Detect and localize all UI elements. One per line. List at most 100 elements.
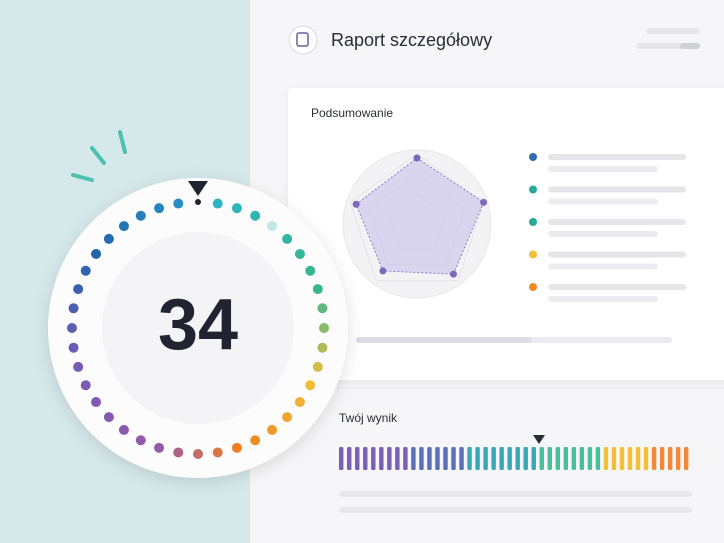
- dial-dot: [173, 447, 184, 458]
- legend-line: [548, 166, 658, 172]
- dial-dot: [135, 210, 146, 221]
- scale-bar: [403, 447, 408, 470]
- legend-line: [548, 251, 686, 258]
- scale-bar: [427, 447, 432, 470]
- scale-bar: [491, 447, 496, 470]
- accent-line: [118, 130, 127, 154]
- dial-dot: [91, 397, 102, 408]
- dial-marker: [188, 181, 208, 196]
- scale-bar: [443, 447, 448, 470]
- scale-bar: [419, 447, 424, 470]
- scale-bar: [435, 447, 440, 470]
- legend-line: [548, 231, 658, 237]
- radar-point: [413, 154, 421, 162]
- dial-dot: [231, 203, 242, 214]
- dial-dot: [80, 265, 91, 276]
- dial-dot: [305, 380, 316, 391]
- dial-dot: [231, 442, 242, 453]
- radar-area: [355, 157, 485, 275]
- scale-bar: [475, 447, 480, 470]
- dial-dots: [67, 198, 329, 459]
- legend-line: [548, 219, 686, 225]
- scale-bar: [507, 447, 512, 470]
- header-line: [680, 43, 700, 49]
- legend-dot: [529, 250, 537, 259]
- scale-bar: [627, 447, 633, 470]
- scale-bar: [459, 447, 464, 470]
- scale-bar: [587, 447, 593, 470]
- scale-bar: [651, 447, 657, 470]
- dial-dot: [68, 303, 79, 314]
- legend-line: [548, 263, 658, 270]
- radar-point: [480, 198, 488, 206]
- dial-dot: [267, 424, 278, 435]
- dial-dot: [73, 284, 84, 295]
- scale-bar: [595, 447, 601, 470]
- scale-bar: [515, 447, 520, 470]
- scale-bar: [395, 447, 400, 470]
- legend-line: [548, 198, 658, 205]
- scale-bar: [675, 447, 681, 470]
- summary-title: Podsumowanie: [311, 106, 393, 120]
- dial-dot: [103, 412, 114, 423]
- dial-dot: [173, 198, 184, 209]
- accent-line: [90, 146, 106, 165]
- scale-bar: [683, 447, 689, 470]
- legend-line: [548, 154, 686, 160]
- scale-bar: [467, 447, 472, 470]
- dial-dot: [154, 203, 165, 214]
- legend-dot: [529, 283, 537, 291]
- scale-bar: [579, 447, 585, 470]
- score-scale: [339, 447, 689, 470]
- scale-bar: [547, 447, 553, 470]
- scale-bar: [611, 447, 617, 470]
- scale-bar: [603, 447, 609, 470]
- scale-bar: [659, 447, 665, 470]
- scale-bar: [451, 447, 456, 470]
- scale-bar: [387, 447, 392, 470]
- scale-marker: [533, 435, 545, 444]
- dial-dot: [250, 210, 261, 221]
- scale-bar: [619, 447, 625, 470]
- scale-bar: [483, 447, 488, 470]
- dial-dot: [103, 233, 114, 244]
- dial-dot: [118, 221, 129, 232]
- legend-dot: [529, 218, 537, 226]
- scale-bar: [523, 447, 528, 470]
- accent: [71, 130, 127, 182]
- header-line: [646, 28, 700, 34]
- dial-marker-dot: [195, 199, 201, 205]
- radar-chart: [342, 149, 492, 299]
- dial-dot: [91, 248, 102, 259]
- dial-dot: [282, 233, 293, 244]
- text-line: [339, 491, 692, 497]
- scale-bar: [563, 447, 569, 470]
- radar-point: [449, 270, 457, 278]
- dial-dot: [312, 361, 323, 372]
- score: 34: [158, 285, 238, 365]
- scale-bar: [531, 447, 536, 470]
- dial-dot: [282, 412, 293, 423]
- dial-dot: [73, 361, 84, 372]
- scale-bar: [539, 447, 544, 470]
- scale-bar: [363, 447, 368, 470]
- accent-line: [71, 173, 94, 182]
- radar-grid: [349, 153, 485, 282]
- report-icon-glyph: [296, 32, 309, 47]
- scale-bar: [355, 447, 360, 470]
- dial-dot: [80, 380, 91, 391]
- scale-bar: [339, 447, 344, 470]
- radar-point: [379, 267, 387, 275]
- legend-line: [548, 296, 658, 302]
- dial-dot: [317, 303, 328, 314]
- page-title: Raport szczegółowy: [331, 30, 492, 50]
- dial-dot: [212, 447, 223, 458]
- dial-dot: [319, 323, 329, 333]
- dial-dot: [294, 248, 305, 259]
- dial-dot: [305, 265, 316, 276]
- scale-bar: [643, 447, 649, 470]
- dial-center: [102, 232, 294, 424]
- dial-dot: [312, 284, 323, 295]
